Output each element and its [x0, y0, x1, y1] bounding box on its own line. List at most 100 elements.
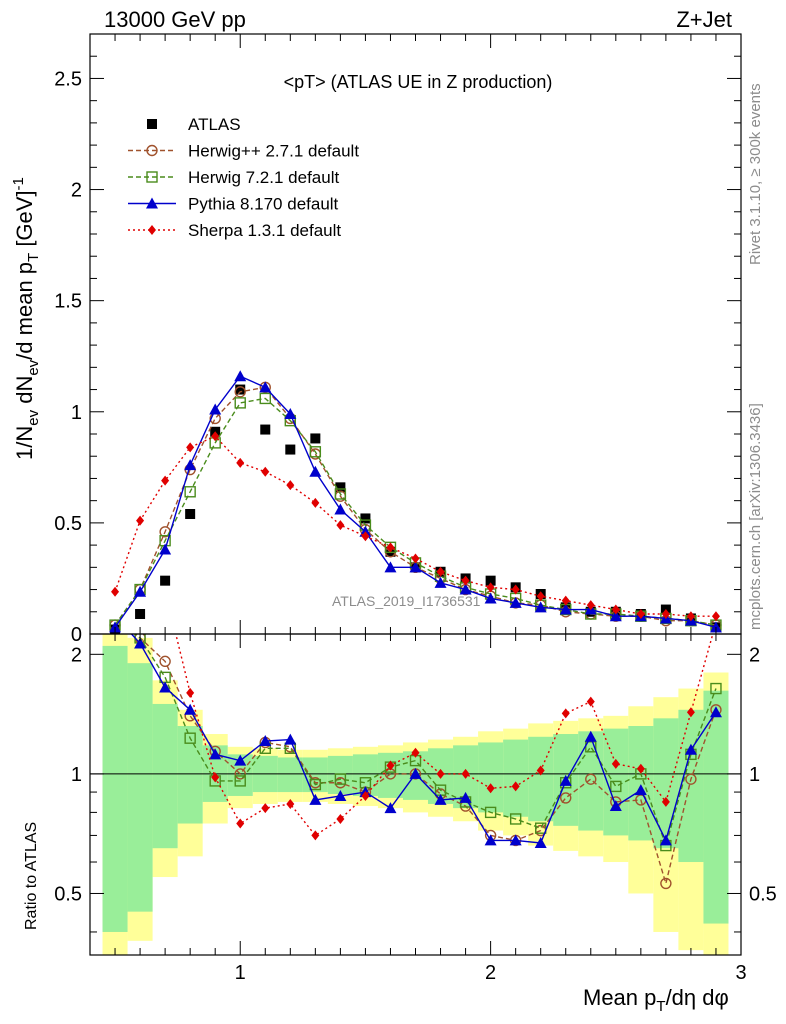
- ratio-point-pythia-8-170-default: [459, 791, 472, 803]
- point-sherpa-1-3-1-default: [536, 591, 545, 602]
- point-sherpa-1-3-1-default: [461, 575, 470, 586]
- mcplots-label: mcplots.cern.ch [arXiv:1306.3436]: [747, 403, 764, 630]
- legend-marker-pythia-8-170-default: [146, 197, 158, 209]
- stat-uncertainty-band: [503, 739, 529, 817]
- point-sherpa-1-3-1-default: [661, 609, 670, 619]
- ratio-point-herwig-7-2-1-default: [334, 773, 347, 785]
- legend-marker-sherpa-1-3-1-default: [148, 225, 156, 235]
- series-line-pythia-8-170-default: [114, 375, 717, 629]
- x-tick-label: 2: [485, 962, 496, 984]
- point-sherpa-1-3-1-default: [311, 497, 320, 508]
- stat-uncertainty-band: [377, 752, 403, 798]
- ratio-point-sherpa-1-3-1-default: [336, 813, 345, 824]
- ratio-y-tick-label: 2: [749, 644, 760, 666]
- point-herwig-7-2-1-default: [234, 397, 246, 409]
- ratio-point-sherpa-1-3-1-default: [261, 803, 270, 814]
- ratio-point-herwig-2-7-1-default: [560, 792, 572, 804]
- ratio-point-pythia-8-170-default: [584, 730, 597, 742]
- legend-label-herwig-7-2-1-default: Herwig 7.2.1 default: [188, 168, 339, 187]
- point-atlas: [260, 424, 271, 435]
- point-sherpa-1-3-1-default: [711, 611, 720, 622]
- ratio-point-sherpa-1-3-1-default: [461, 768, 470, 779]
- stat-uncertainty-band: [102, 645, 128, 932]
- ratio-point-pythia-8-170-default: [209, 748, 222, 760]
- point-pythia-8-170-default: [459, 583, 472, 595]
- point-sherpa-1-3-1-default: [136, 515, 145, 526]
- ratio-point-pythia-8-170-default: [384, 802, 397, 814]
- point-pythia-8-170-default: [259, 381, 272, 393]
- point-sherpa-1-3-1-default: [261, 466, 270, 477]
- y-tick-label: 1: [71, 402, 82, 424]
- ratio-point-herwig-7-2-1-default: [184, 732, 196, 744]
- ratio-point-herwig-2-7-1-default: [110, 611, 120, 621]
- ratio-point-sherpa-1-3-1-default: [136, 491, 144, 501]
- point-sherpa-1-3-1-default: [561, 595, 570, 606]
- point-pythia-8-170-default: [309, 465, 322, 477]
- legend-label-herwig-2-7-1-default: Herwig++ 2.7.1 default: [188, 142, 359, 161]
- legend-marker-atlas: [147, 119, 157, 129]
- ratio-point-sherpa-1-3-1-default: [111, 390, 119, 400]
- point-sherpa-1-3-1-default: [236, 457, 245, 468]
- ratio-point-sherpa-1-3-1-default: [586, 696, 595, 707]
- stat-uncertainty-band: [528, 736, 554, 822]
- y-axis-label-top: 1/Nev dNev/d mean pT [GeV]-1: [10, 177, 42, 460]
- stat-uncertainty-band: [478, 742, 504, 813]
- header-right: Z+Jet: [676, 7, 732, 32]
- chart-title: <pT> (ATLAS UE in Z production): [284, 72, 553, 92]
- ratio-y-tick-label: 2: [71, 644, 82, 666]
- legend: ATLAS Herwig++ 2.7.1 default Herwig 7.2.1 …: [128, 115, 359, 240]
- point-sherpa-1-3-1-default: [586, 600, 595, 611]
- ratio-point-sherpa-1-3-1-default: [236, 818, 245, 829]
- point-pythia-8-170-default: [334, 503, 347, 515]
- rivet-label: Rivet 3.1.10, ≥ 300k events: [747, 83, 764, 265]
- ratio-point-pythia-8-170-default: [634, 784, 647, 796]
- legend-label-atlas: ATLAS: [188, 115, 241, 134]
- point-atlas: [160, 575, 171, 586]
- point-sherpa-1-3-1-default: [686, 611, 695, 622]
- ratio-point-herwig-2-7-1-default: [159, 655, 171, 668]
- ratio-y-tick-label: 1: [749, 764, 760, 786]
- ratio-point-sherpa-1-3-1-default: [611, 758, 620, 769]
- ratio-point-herwig-7-2-1-default: [509, 813, 522, 825]
- ratio-point-herwig-7-2-1-default: [110, 611, 120, 621]
- point-pythia-8-170-default: [509, 596, 522, 608]
- ratio-point-pythia-8-170-default: [259, 735, 272, 747]
- ratio-y-tick-label: 1: [71, 764, 82, 786]
- ratio-point-herwig-7-2-1-default: [710, 682, 722, 695]
- point-sherpa-1-3-1-default: [361, 531, 370, 542]
- series-line-herwig-2-7-1-default: [114, 386, 717, 626]
- point-sherpa-1-3-1-default: [211, 431, 220, 442]
- point-sherpa-1-3-1-default: [386, 542, 395, 553]
- point-sherpa-1-3-1-default: [636, 609, 645, 619]
- point-atlas: [335, 482, 346, 493]
- ratio-point-herwig-2-7-1-default: [685, 773, 697, 785]
- point-herwig-7-2-1-default: [334, 488, 347, 500]
- stat-uncertainty-band: [302, 757, 328, 793]
- point-herwig-7-2-1-default: [309, 446, 322, 458]
- ratio-point-pythia-8-170-default: [509, 834, 522, 846]
- point-pythia-8-170-default: [484, 592, 497, 604]
- point-pythia-8-170-default: [284, 408, 297, 419]
- stat-uncertainty-band: [628, 725, 654, 841]
- point-atlas: [185, 509, 196, 519]
- stat-uncertainty-band: [703, 690, 729, 924]
- point-herwig-7-2-1-default: [184, 486, 196, 498]
- y-tick-label: 1.5: [54, 291, 82, 313]
- ratio-point-sherpa-1-3-1-default: [536, 765, 545, 776]
- ratio-point-pythia-8-170-default: [334, 789, 347, 801]
- point-sherpa-1-3-1-default: [286, 480, 295, 491]
- ratio-point-sherpa-1-3-1-default: [161, 585, 169, 595]
- ratio-point-pythia-8-170-default: [109, 610, 121, 621]
- stat-uncertainty-band: [653, 718, 679, 849]
- y-tick-label: 2.5: [54, 68, 82, 90]
- point-sherpa-1-3-1-default: [411, 553, 420, 564]
- ratio-point-sherpa-1-3-1-default: [486, 783, 495, 794]
- ratio-y-tick-label: 0.5: [749, 883, 777, 905]
- point-sherpa-1-3-1-default: [111, 586, 120, 597]
- ratio-point-pythia-8-170-default: [534, 836, 547, 848]
- point-pythia-8-170-default: [209, 403, 222, 415]
- ratio-point-pythia-8-170-default: [309, 793, 322, 805]
- x-axis-label: Mean pT/dη dφ: [583, 985, 729, 1015]
- ratio-point-pythia-8-170-default: [684, 743, 697, 755]
- ratio-point-pythia-8-170-default: [709, 706, 722, 718]
